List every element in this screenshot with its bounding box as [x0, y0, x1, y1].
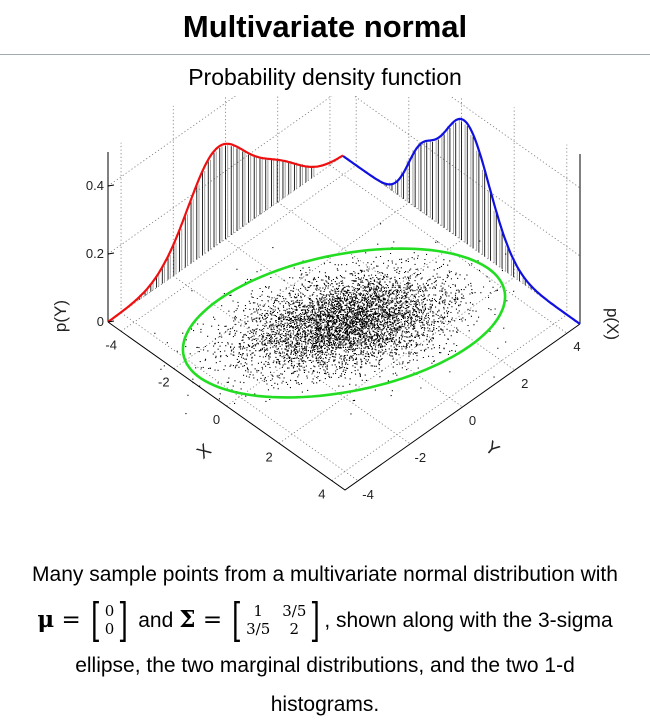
- grid-line: [225, 238, 463, 408]
- figure-title: Probability density function: [188, 63, 462, 90]
- y-tick-label: -2: [414, 450, 426, 465]
- mu-symbol: μ =: [37, 606, 81, 633]
- y-tick-label: -4: [362, 487, 374, 502]
- x-tick-label: -2: [158, 375, 170, 390]
- sigma-matrix: [ 1 3/5 3/5 2 ]: [228, 597, 324, 643]
- z-tick: [107, 252, 115, 255]
- z-tick-label: 0.2: [86, 246, 104, 261]
- caption-line-3: ellipse, the two marginal distributions,…: [75, 654, 575, 677]
- grid-line: [173, 202, 410, 369]
- z-tick: [107, 184, 115, 187]
- y-tick-label: 4: [573, 339, 580, 354]
- right-bracket: ]: [310, 593, 321, 647]
- x-tick-label: 4: [318, 487, 325, 502]
- three-sigma-ellipse: [181, 247, 507, 399]
- mu-entry: 0: [104, 602, 115, 620]
- left-bracket: [: [90, 593, 101, 647]
- sample-point-cloud: [154, 223, 515, 415]
- z-axis-label-right: p(X): [603, 308, 622, 340]
- grid-line: [120, 312, 359, 482]
- plot-background: [68, 100, 584, 546]
- sigma-entry: 3/5: [246, 620, 271, 638]
- mu-vector-values: 0 0: [105, 602, 115, 638]
- grid-line: [226, 239, 462, 407]
- marginal-curves: [107, 117, 581, 399]
- caption-line-2-tail: , shown along with the 3-sigma: [324, 608, 613, 632]
- floor-edge: [107, 321, 581, 491]
- y-tick-label: 0: [469, 413, 476, 428]
- sigma-entry: 2: [289, 620, 300, 638]
- sigma-entry: 1: [253, 602, 263, 620]
- x-tick-label: -4: [105, 337, 117, 352]
- z-tick-label: 0: [97, 314, 104, 329]
- y-tick-label: 2: [521, 376, 528, 391]
- title-divider: [0, 54, 650, 55]
- infobox-title: Multivariate normal: [182, 9, 468, 44]
- x-tick-label: 0: [213, 412, 220, 427]
- marginal-x-curve: [342, 117, 581, 325]
- sigma-symbol: Σ =: [179, 606, 223, 633]
- grid-line: [331, 314, 568, 481]
- caption-line-4: histograms.: [270, 693, 380, 716]
- grid-line: [278, 277, 515, 444]
- grid-line: [120, 165, 357, 332]
- caption-and: and: [138, 608, 174, 632]
- caption-line-1: Many sample points from a multivariate n…: [32, 563, 618, 586]
- mu-vector: [ 0 0 ]: [87, 597, 132, 643]
- right-bracket: ]: [118, 593, 129, 647]
- left-bracket: [: [232, 593, 243, 647]
- grid-line: [173, 275, 411, 445]
- sigma-entry: 3/5: [282, 602, 307, 620]
- sample-points: [154, 223, 515, 415]
- marginal-y-curve: [107, 142, 344, 323]
- grid-line: [329, 164, 568, 334]
- mu-entry: 0: [104, 620, 115, 638]
- histogram-bars: [138, 119, 549, 302]
- caption-line-2: μ = [ 0 0 ] and Σ = [ 1 3/5 3/5 2 ] , sh…: [0, 597, 650, 643]
- x-tick-label: 2: [266, 449, 273, 464]
- sigma-matrix-values: 1 3/5 3/5 2: [246, 602, 306, 638]
- z-tick: [107, 320, 115, 323]
- plot-axes: [107, 152, 581, 491]
- figure-caption: Many sample points from a multivariate n…: [0, 552, 650, 728]
- z-axis-label-left: p(Y): [51, 300, 70, 332]
- z-tick-label: 0.4: [86, 178, 104, 193]
